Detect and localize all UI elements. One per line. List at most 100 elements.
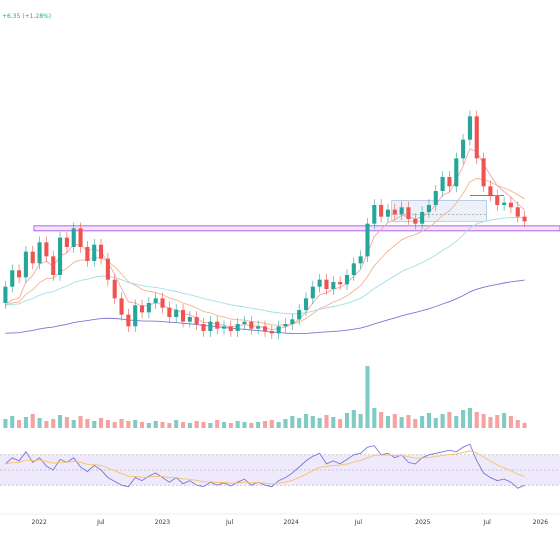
candle-body <box>297 310 302 320</box>
volume-bar <box>283 419 288 428</box>
volume-bar <box>420 416 425 428</box>
candle-body <box>474 116 479 159</box>
candle-body <box>481 158 486 187</box>
candle-body <box>379 205 384 217</box>
candle-body <box>180 310 186 322</box>
time-axis-tick-label: 2026 <box>533 519 548 526</box>
volume-bar <box>58 415 63 428</box>
volume-bar <box>310 416 315 428</box>
time-axis-tick-label: 2022 <box>32 519 47 526</box>
candle-body <box>228 326 233 331</box>
volume-bar <box>488 417 493 428</box>
candle-body <box>522 216 527 222</box>
candle-body <box>290 319 295 324</box>
candle-body <box>167 307 172 317</box>
candle-body <box>153 298 158 303</box>
volume-bar <box>112 422 117 428</box>
candle-body <box>488 186 493 196</box>
volume-bar <box>92 421 97 428</box>
time-axis-tick-label: 2023 <box>155 519 170 526</box>
time-axis-tick-label: Jul <box>96 519 105 526</box>
volume-bar <box>290 416 295 428</box>
volume-bar <box>133 420 138 428</box>
volume-bar <box>413 419 418 428</box>
candle-body <box>126 314 131 327</box>
volume-bar <box>481 414 486 428</box>
volume-bar <box>187 423 192 428</box>
candle-body <box>344 275 350 285</box>
candle-body <box>23 251 28 278</box>
candle-body <box>262 326 268 331</box>
candle-body <box>221 326 227 329</box>
volume-bar <box>324 415 329 428</box>
volume-bar <box>502 413 507 428</box>
volume-bar <box>276 422 281 428</box>
volume-bar <box>495 415 500 428</box>
candle-body <box>112 279 117 299</box>
candle-body <box>495 195 500 205</box>
candle-body <box>85 247 90 261</box>
volume-bar <box>351 410 356 428</box>
candle-body <box>317 279 322 287</box>
volume-bar <box>160 422 165 428</box>
volume-bar <box>522 423 527 428</box>
volume-bar <box>221 422 227 428</box>
candle-body <box>406 207 411 219</box>
volume-bar <box>508 416 513 428</box>
volume-bar <box>467 408 472 428</box>
time-axis-tick-label: 2025 <box>415 519 430 526</box>
volume-bar <box>461 410 466 428</box>
volume-bar <box>37 418 42 428</box>
volume-bar <box>3 419 8 428</box>
volume-bar <box>303 414 309 428</box>
candle-body <box>324 279 329 289</box>
volume-bar <box>208 423 213 428</box>
candle-body <box>351 263 356 275</box>
ema-long-line <box>5 216 525 315</box>
volume-bar <box>228 423 233 428</box>
candle-body <box>92 244 97 261</box>
volume-bar <box>23 417 28 428</box>
volume-bar <box>256 422 261 428</box>
time-axis-tick-label: Jul <box>354 519 363 526</box>
volume-bar <box>235 421 240 428</box>
time-axis-tick-label: 2024 <box>284 519 299 526</box>
support-band <box>33 225 560 232</box>
volume-bar <box>44 421 49 428</box>
candle-body <box>392 209 397 215</box>
candle-body <box>283 324 288 327</box>
candle-body <box>372 205 377 224</box>
volume-bar <box>146 423 151 428</box>
candle-body <box>515 207 520 217</box>
volume-bar <box>447 412 452 428</box>
candle-body <box>338 282 343 285</box>
volume-bar <box>474 412 479 428</box>
candle-body <box>413 219 418 224</box>
candle-body <box>10 270 15 287</box>
candle-body <box>426 205 431 212</box>
candle-body <box>139 305 145 313</box>
volume-bar <box>139 422 145 428</box>
candle-body <box>461 139 466 159</box>
volume-bar <box>71 420 76 428</box>
volume-bar <box>180 422 186 428</box>
candle-body <box>331 282 336 289</box>
volume-bar <box>126 421 131 428</box>
candle-body <box>78 228 83 247</box>
volume-bar <box>119 419 124 428</box>
candle-body <box>433 191 438 205</box>
volume-bar <box>242 422 247 428</box>
candle-body <box>215 321 220 329</box>
candle-body <box>64 237 69 247</box>
candle-body <box>201 324 206 331</box>
time-axis: 2022 Jul 2023 Jul 2024 Jul 2025 Jul 2026 <box>0 513 560 526</box>
volume-bar <box>30 414 35 428</box>
time-axis-tick-label: Jul <box>483 519 492 526</box>
volume-bar <box>194 421 199 428</box>
candle-body <box>508 202 513 208</box>
candle-body <box>303 298 309 310</box>
candle-body <box>365 223 370 257</box>
candle-body <box>467 116 472 140</box>
candle-body <box>119 298 124 315</box>
